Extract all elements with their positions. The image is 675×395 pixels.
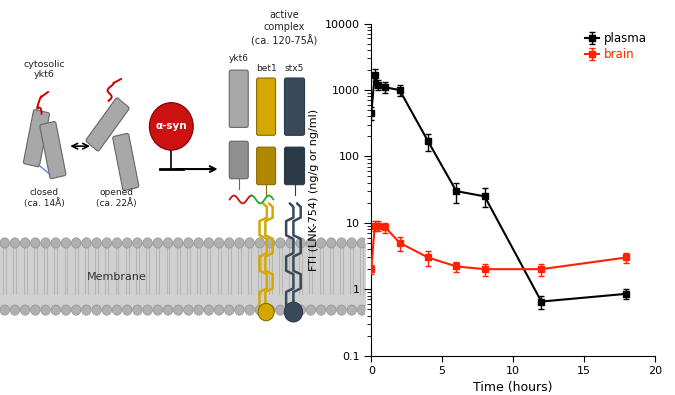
- FancyBboxPatch shape: [256, 78, 275, 135]
- Text: cytosolic
ykt6: cytosolic ykt6: [24, 60, 65, 79]
- Circle shape: [296, 238, 306, 248]
- Circle shape: [317, 238, 326, 248]
- FancyBboxPatch shape: [113, 134, 139, 190]
- Circle shape: [133, 238, 142, 248]
- Circle shape: [30, 305, 40, 315]
- Circle shape: [215, 305, 224, 315]
- Circle shape: [347, 238, 356, 248]
- Circle shape: [357, 305, 367, 315]
- Circle shape: [0, 305, 9, 315]
- Circle shape: [163, 238, 173, 248]
- Circle shape: [286, 238, 295, 248]
- Text: closed
(ca. 14Å): closed (ca. 14Å): [24, 188, 65, 208]
- Circle shape: [163, 305, 173, 315]
- Circle shape: [194, 305, 203, 315]
- Text: opened
(ca. 22Å): opened (ca. 22Å): [97, 188, 137, 208]
- FancyBboxPatch shape: [24, 110, 49, 167]
- Circle shape: [10, 238, 20, 248]
- Circle shape: [245, 238, 254, 248]
- Circle shape: [245, 305, 254, 315]
- Circle shape: [51, 305, 61, 315]
- Circle shape: [143, 305, 153, 315]
- Circle shape: [122, 305, 132, 315]
- Circle shape: [173, 305, 183, 315]
- Circle shape: [51, 238, 61, 248]
- FancyBboxPatch shape: [230, 70, 248, 127]
- Circle shape: [337, 238, 346, 248]
- Circle shape: [82, 238, 91, 248]
- Circle shape: [215, 238, 224, 248]
- Circle shape: [265, 305, 275, 315]
- Circle shape: [20, 238, 30, 248]
- Circle shape: [275, 238, 285, 248]
- Circle shape: [61, 305, 71, 315]
- Circle shape: [194, 238, 203, 248]
- Circle shape: [337, 305, 346, 315]
- Legend: plasma, brain: plasma, brain: [583, 30, 649, 63]
- Circle shape: [40, 238, 51, 248]
- Text: active
complex
(ca. 120-75Å): active complex (ca. 120-75Å): [251, 10, 317, 47]
- Circle shape: [296, 305, 306, 315]
- Circle shape: [153, 238, 163, 248]
- Circle shape: [184, 238, 193, 248]
- Circle shape: [225, 305, 234, 315]
- Text: stx5: stx5: [285, 64, 304, 73]
- Circle shape: [20, 305, 30, 315]
- FancyBboxPatch shape: [284, 78, 304, 135]
- Circle shape: [102, 238, 111, 248]
- Circle shape: [72, 238, 81, 248]
- Circle shape: [10, 305, 20, 315]
- Circle shape: [82, 305, 91, 315]
- Circle shape: [112, 305, 122, 315]
- Circle shape: [40, 305, 51, 315]
- Circle shape: [317, 305, 326, 315]
- Circle shape: [112, 238, 122, 248]
- FancyBboxPatch shape: [230, 141, 248, 179]
- Circle shape: [275, 305, 285, 315]
- Circle shape: [204, 238, 213, 248]
- Circle shape: [72, 305, 81, 315]
- FancyBboxPatch shape: [256, 147, 275, 185]
- Circle shape: [122, 238, 132, 248]
- Circle shape: [258, 303, 274, 321]
- Circle shape: [92, 305, 101, 315]
- Circle shape: [102, 305, 111, 315]
- Circle shape: [184, 305, 193, 315]
- Circle shape: [173, 238, 183, 248]
- Circle shape: [235, 238, 244, 248]
- Circle shape: [225, 238, 234, 248]
- Circle shape: [255, 238, 265, 248]
- FancyBboxPatch shape: [284, 147, 304, 185]
- Circle shape: [61, 238, 71, 248]
- Circle shape: [204, 305, 213, 315]
- Text: ykt6: ykt6: [229, 54, 249, 63]
- Text: Membrane: Membrane: [86, 271, 146, 282]
- Circle shape: [149, 103, 193, 150]
- Circle shape: [286, 305, 295, 315]
- Circle shape: [143, 238, 153, 248]
- Circle shape: [306, 238, 316, 248]
- FancyBboxPatch shape: [40, 122, 66, 179]
- Circle shape: [255, 305, 265, 315]
- FancyBboxPatch shape: [86, 98, 129, 151]
- X-axis label: Time (hours): Time (hours): [473, 382, 553, 395]
- Circle shape: [327, 305, 336, 315]
- Circle shape: [133, 305, 142, 315]
- Text: α-syn: α-syn: [155, 121, 187, 132]
- Text: bet1: bet1: [256, 64, 277, 73]
- Circle shape: [0, 238, 9, 248]
- Circle shape: [92, 238, 101, 248]
- Circle shape: [284, 302, 302, 322]
- Circle shape: [357, 238, 367, 248]
- Circle shape: [347, 305, 356, 315]
- Y-axis label: FTI (LNK-754) (ng/g or ng/ml): FTI (LNK-754) (ng/g or ng/ml): [309, 109, 319, 271]
- Circle shape: [153, 305, 163, 315]
- Circle shape: [306, 305, 316, 315]
- Circle shape: [235, 305, 244, 315]
- Circle shape: [30, 238, 40, 248]
- Circle shape: [265, 238, 275, 248]
- Circle shape: [327, 238, 336, 248]
